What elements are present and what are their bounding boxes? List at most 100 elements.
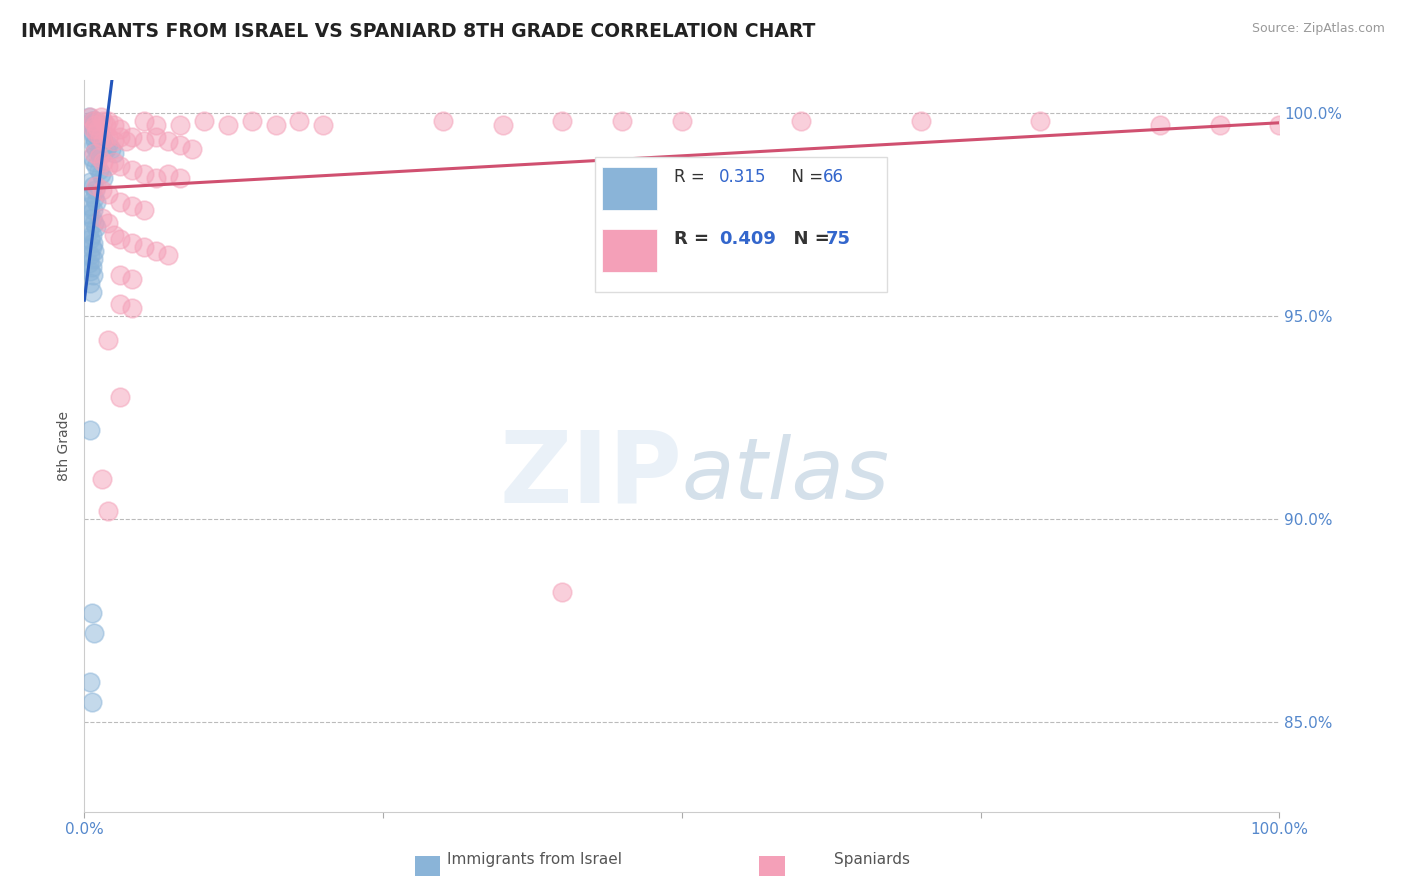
Point	[80, 211, 103, 226]
Point	[80, 227, 103, 242]
Point	[83, 244, 105, 258]
Point	[82, 203, 104, 218]
Point	[671, 114, 693, 128]
Text: 66: 66	[823, 168, 844, 186]
Point	[1029, 114, 1052, 128]
Text: ZIP: ZIP	[499, 426, 682, 524]
Point	[79, 674, 101, 689]
Point	[89, 134, 111, 148]
Point	[83, 118, 105, 132]
Point	[86, 195, 108, 210]
Point	[132, 240, 156, 254]
Point	[80, 118, 103, 132]
Point	[82, 114, 104, 128]
Point	[91, 130, 114, 145]
Point	[87, 122, 110, 136]
Point	[79, 277, 101, 291]
Point	[79, 175, 101, 189]
Point	[145, 118, 167, 132]
Point	[86, 126, 108, 140]
Point	[551, 114, 574, 128]
Text: N =: N =	[782, 168, 828, 186]
Point	[110, 159, 132, 173]
Point	[79, 232, 101, 246]
Point	[169, 170, 191, 185]
Point	[132, 167, 156, 181]
Point	[97, 215, 120, 229]
Point	[83, 130, 105, 145]
Point	[93, 170, 115, 185]
Point	[110, 130, 132, 145]
Point	[103, 134, 125, 148]
Point	[312, 118, 335, 132]
Point	[157, 134, 180, 148]
Point	[193, 114, 215, 128]
Point	[264, 118, 287, 132]
Point	[97, 130, 120, 145]
Point	[93, 154, 115, 169]
Point	[80, 285, 103, 299]
Point	[87, 162, 110, 177]
Point	[87, 146, 110, 161]
Point	[97, 138, 120, 153]
Point	[86, 114, 108, 128]
Point	[97, 504, 120, 518]
Point	[89, 130, 111, 145]
Point	[82, 252, 104, 266]
Point	[82, 126, 104, 140]
Point	[100, 142, 122, 156]
Point	[91, 211, 114, 226]
Point	[83, 191, 105, 205]
Text: IMMIGRANTS FROM ISRAEL VS SPANIARD 8TH GRADE CORRELATION CHART: IMMIGRANTS FROM ISRAEL VS SPANIARD 8TH G…	[21, 22, 815, 41]
Point	[79, 423, 101, 437]
Point	[97, 334, 120, 348]
Point	[1149, 118, 1171, 132]
Point	[1268, 118, 1291, 132]
Point	[84, 134, 107, 148]
Point	[110, 232, 132, 246]
Point	[110, 195, 132, 210]
Point	[86, 118, 108, 132]
Point	[97, 159, 120, 173]
Point	[93, 146, 115, 161]
Point	[87, 151, 110, 165]
Point	[240, 114, 263, 128]
Point	[80, 151, 103, 165]
Point	[94, 118, 117, 132]
Point	[97, 187, 120, 202]
Point	[84, 118, 107, 132]
Point	[145, 130, 167, 145]
Point	[77, 256, 100, 270]
Point	[87, 130, 110, 145]
Point	[169, 118, 191, 132]
Point	[121, 199, 143, 213]
FancyBboxPatch shape	[595, 157, 887, 293]
Point	[93, 114, 115, 128]
Point	[432, 114, 454, 128]
Point	[80, 260, 103, 275]
Point	[83, 626, 105, 640]
Point	[110, 122, 132, 136]
Point	[90, 110, 112, 124]
Point	[82, 178, 104, 193]
Point	[121, 235, 143, 250]
Point	[132, 203, 156, 218]
Point	[84, 122, 107, 136]
Point	[121, 301, 143, 315]
Point	[77, 224, 100, 238]
Point	[93, 134, 115, 148]
FancyBboxPatch shape	[602, 228, 657, 272]
Point	[94, 142, 117, 156]
Point	[86, 178, 108, 193]
Point	[91, 183, 114, 197]
Point	[145, 170, 167, 185]
Text: atlas: atlas	[682, 434, 890, 516]
Point	[612, 114, 634, 128]
FancyBboxPatch shape	[602, 167, 657, 210]
Point	[91, 471, 114, 485]
Point	[86, 219, 108, 234]
Y-axis label: 8th Grade: 8th Grade	[58, 411, 72, 481]
Point	[79, 110, 101, 124]
Point	[103, 146, 125, 161]
Point	[86, 159, 108, 173]
